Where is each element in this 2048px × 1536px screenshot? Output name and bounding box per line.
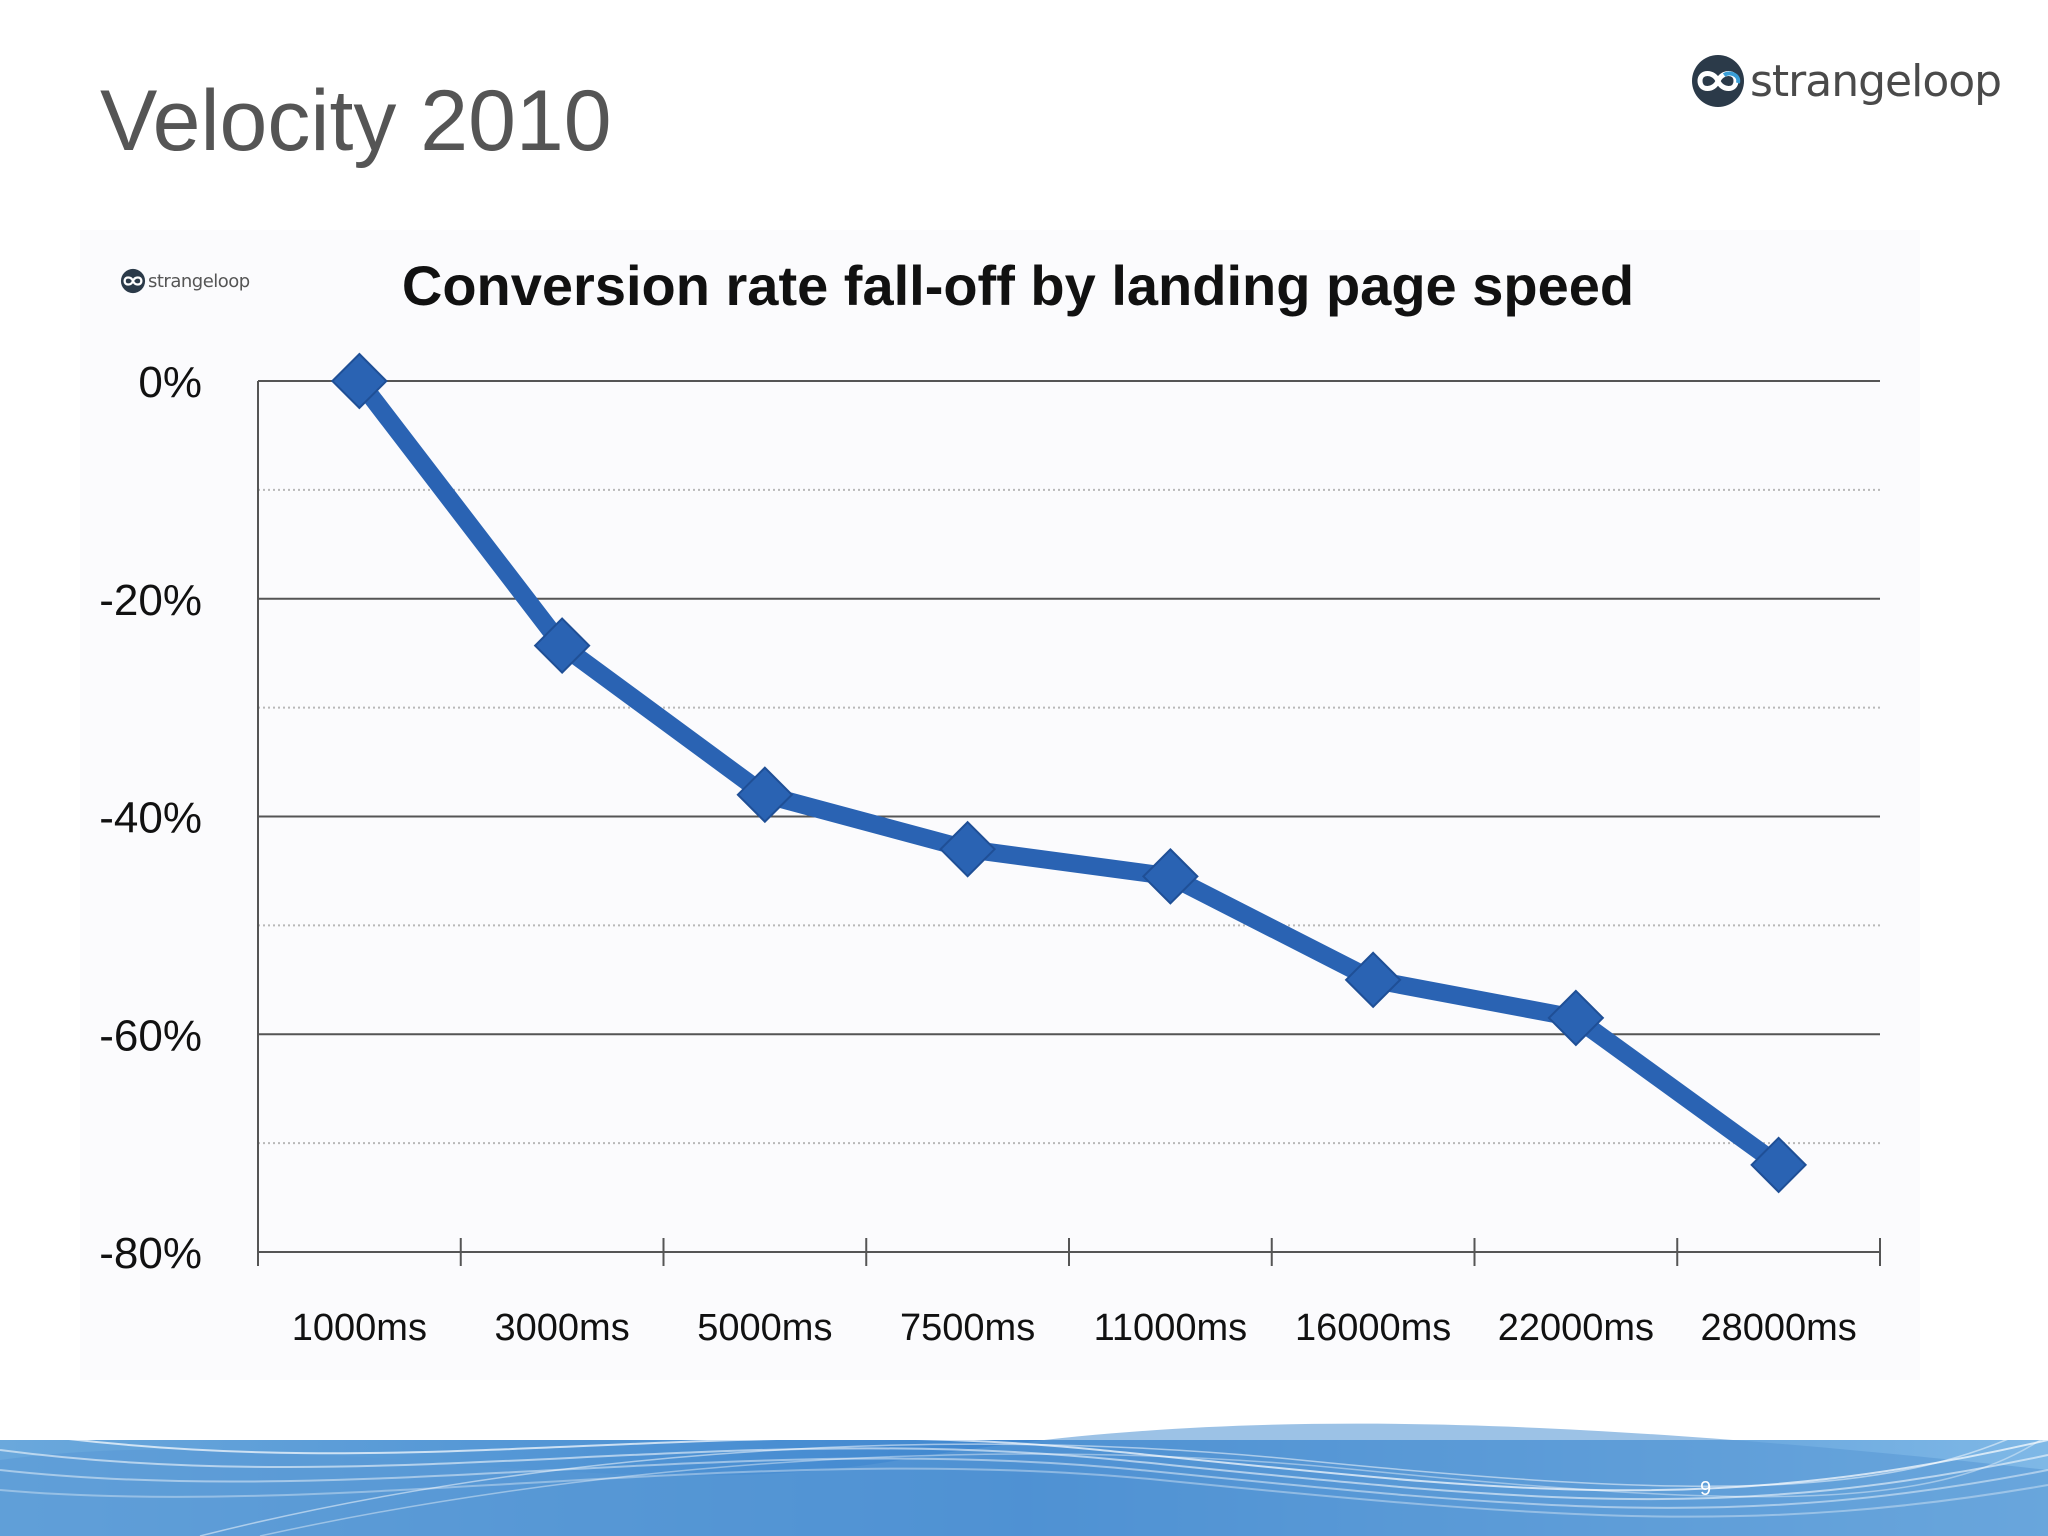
infinity-loop-icon [120, 268, 146, 294]
page-number: 9 [1700, 1478, 1712, 1500]
line-chart: Conversion rate fall-off by landing page… [99, 254, 1881, 1349]
x-tick-label: 7500ms [900, 1307, 1035, 1349]
slide-title: Velocity 2010 [100, 73, 612, 169]
chart-title: Conversion rate fall-off by landing page… [402, 254, 1634, 317]
y-tick-label: -40% [99, 794, 202, 843]
x-tick-label: 5000ms [697, 1307, 832, 1349]
infinity-loop-icon [1692, 55, 1744, 107]
x-tick-label: 11000ms [1094, 1307, 1248, 1349]
y-tick-label: -80% [99, 1229, 202, 1278]
data-point-marker [736, 766, 794, 824]
y-tick-label: 0% [138, 358, 202, 407]
x-tick-label: 16000ms [1295, 1307, 1451, 1349]
data-point-marker [1547, 989, 1605, 1047]
data-point-marker [533, 617, 591, 674]
x-tick-label: 1000ms [292, 1307, 427, 1349]
y-tick-label: -60% [99, 1011, 202, 1060]
data-point-marker [1750, 1136, 1808, 1194]
data-point-marker [1344, 951, 1402, 1009]
x-tick-label: 3000ms [495, 1307, 630, 1349]
brand-logo: strangeloop [1690, 50, 2002, 112]
x-tick-label: 28000ms [1700, 1307, 1856, 1349]
footer-wave-band [0, 1419, 2048, 1536]
data-point-marker [939, 820, 997, 878]
series-line [350, 372, 1788, 1174]
data-point-marker [1141, 847, 1199, 905]
chart-logo-text: strangeloop [148, 270, 250, 292]
data-point-marker [330, 352, 388, 410]
y-tick-label: -20% [99, 576, 202, 625]
chart-logo: strangeloop [120, 264, 250, 298]
x-tick-label: 22000ms [1498, 1307, 1654, 1349]
brand-logo-text: strangeloop [1750, 55, 2002, 107]
